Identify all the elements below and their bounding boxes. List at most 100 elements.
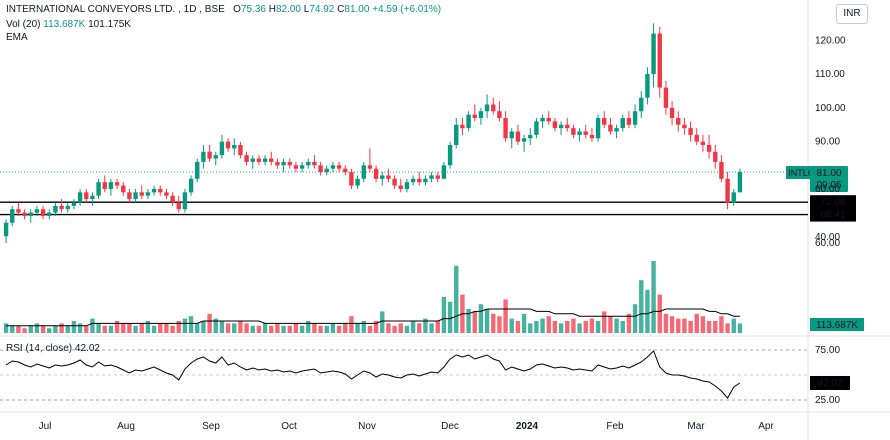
candle[interactable] — [275, 161, 280, 166]
candle[interactable] — [176, 202, 181, 210]
candle[interactable] — [201, 151, 206, 162]
candle[interactable] — [429, 175, 434, 179]
candle[interactable] — [22, 212, 27, 216]
candle[interactable] — [663, 87, 669, 108]
candle[interactable] — [731, 192, 736, 203]
candle[interactable] — [281, 161, 286, 166]
interval-label[interactable]: 1D — [183, 4, 197, 15]
candle[interactable] — [164, 192, 169, 196]
candle[interactable] — [423, 178, 428, 183]
candle[interactable] — [114, 182, 120, 186]
candle[interactable] — [577, 131, 582, 135]
candle[interactable] — [651, 33, 656, 75]
candle[interactable] — [484, 104, 490, 112]
candle[interactable] — [454, 124, 459, 146]
candle[interactable] — [447, 145, 453, 166]
candle[interactable] — [10, 209, 15, 223]
candle[interactable] — [688, 128, 693, 135]
candle[interactable] — [595, 117, 601, 139]
candle[interactable] — [478, 111, 484, 118]
candle[interactable] — [170, 195, 175, 203]
candle[interactable] — [324, 168, 329, 173]
candle[interactable] — [626, 117, 632, 125]
candle[interactable] — [515, 131, 521, 142]
candle[interactable] — [460, 124, 465, 129]
candle[interactable] — [269, 158, 274, 162]
candle[interactable] — [491, 104, 496, 112]
candle[interactable] — [306, 161, 311, 166]
candle[interactable] — [145, 192, 151, 196]
candle[interactable] — [336, 165, 342, 169]
candle[interactable] — [213, 155, 218, 159]
candle[interactable] — [386, 175, 391, 179]
candle[interactable] — [540, 117, 545, 122]
candle[interactable] — [182, 192, 188, 210]
candle[interactable] — [620, 117, 625, 129]
candle[interactable] — [299, 165, 305, 169]
candle[interactable] — [725, 178, 730, 203]
candle[interactable] — [558, 124, 564, 129]
symbol-name[interactable]: INTERNATIONAL CONVEYORS LTD. — [6, 4, 176, 15]
candle[interactable] — [639, 97, 644, 112]
candle[interactable] — [244, 155, 249, 162]
candle[interactable] — [589, 134, 595, 139]
candle[interactable] — [195, 161, 200, 179]
candle[interactable] — [534, 121, 539, 135]
candle[interactable] — [84, 192, 89, 200]
candle[interactable] — [706, 145, 712, 152]
candle[interactable] — [571, 128, 576, 135]
ema-legend[interactable]: EMA — [6, 32, 28, 43]
candle[interactable] — [127, 192, 132, 200]
candle[interactable] — [497, 111, 502, 118]
candle[interactable] — [312, 161, 317, 166]
candle[interactable] — [682, 124, 687, 129]
candle[interactable] — [719, 161, 724, 179]
candle[interactable] — [373, 168, 379, 179]
candle[interactable] — [188, 178, 194, 193]
candle[interactable] — [102, 182, 107, 189]
candle[interactable] — [503, 117, 508, 139]
candle[interactable] — [16, 209, 21, 213]
candle[interactable] — [509, 131, 514, 139]
candle[interactable] — [528, 134, 533, 139]
candle[interactable] — [602, 117, 607, 125]
candle[interactable] — [262, 158, 268, 162]
candle[interactable] — [139, 192, 144, 196]
candle[interactable] — [521, 138, 527, 142]
candle[interactable] — [71, 202, 77, 206]
candle[interactable] — [546, 117, 551, 122]
volume-legend[interactable]: Vol (20) 113.687K 101.175K — [6, 19, 131, 30]
candle[interactable] — [608, 124, 613, 132]
candle[interactable] — [77, 192, 83, 203]
candle[interactable] — [435, 175, 440, 179]
candle[interactable] — [632, 111, 638, 125]
candle[interactable] — [361, 165, 366, 179]
candle[interactable] — [151, 188, 157, 193]
candle[interactable] — [398, 185, 403, 189]
candle[interactable] — [207, 151, 212, 159]
candle[interactable] — [367, 165, 373, 169]
candle[interactable] — [441, 165, 447, 179]
candle[interactable] — [343, 168, 348, 173]
candle[interactable] — [410, 178, 416, 183]
candle[interactable] — [552, 121, 558, 129]
candle[interactable] — [225, 141, 231, 149]
candle[interactable] — [28, 212, 33, 216]
candle[interactable] — [583, 131, 588, 135]
candle[interactable] — [3, 222, 9, 237]
rsi-legend[interactable]: RSI (14, close) 42.02 — [6, 343, 100, 354]
candle[interactable] — [219, 141, 225, 156]
candle[interactable] — [238, 145, 243, 156]
candle[interactable] — [318, 165, 323, 173]
candle[interactable] — [133, 192, 138, 200]
candle[interactable] — [330, 165, 336, 169]
candle[interactable] — [737, 172, 743, 193]
candle[interactable] — [565, 124, 570, 129]
candle[interactable] — [53, 205, 58, 213]
currency-button[interactable]: INR — [836, 4, 868, 24]
candle[interactable] — [404, 182, 410, 189]
candle[interactable] — [713, 151, 718, 162]
candle[interactable] — [355, 178, 360, 186]
